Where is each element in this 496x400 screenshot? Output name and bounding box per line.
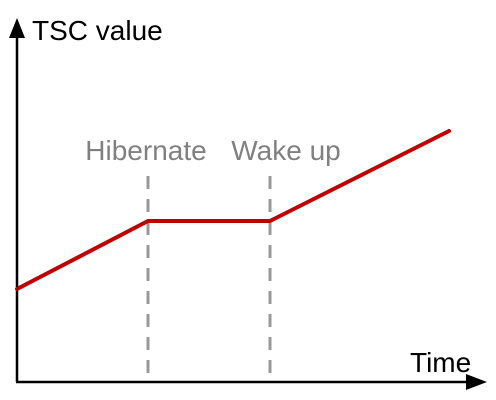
wake-up-label: Wake up <box>231 135 340 166</box>
tsc-value-line <box>15 129 451 291</box>
y-axis-label: TSC value <box>32 15 163 46</box>
x-axis-label: Time <box>410 347 471 378</box>
hibernate-label: Hibernate <box>85 135 206 166</box>
x-axis-arrowhead <box>466 374 487 390</box>
y-axis-arrowhead <box>9 18 25 38</box>
